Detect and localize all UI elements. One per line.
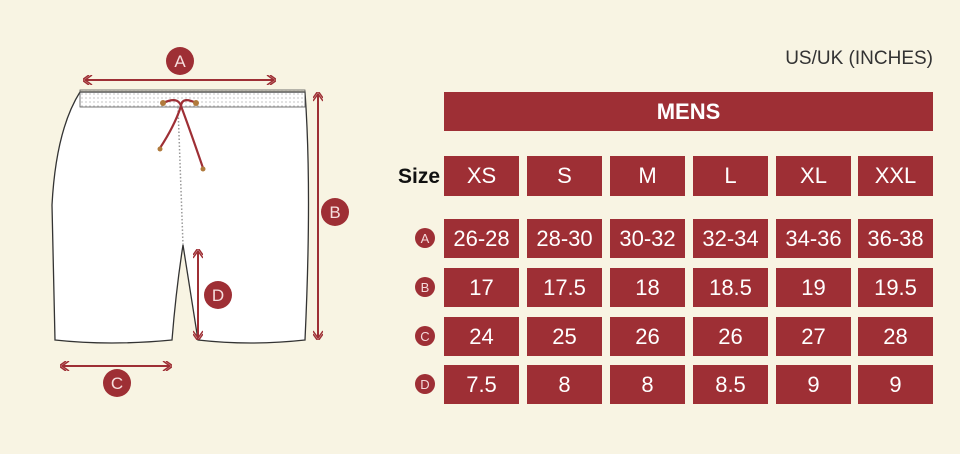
table-cell: 19.5 — [858, 268, 933, 307]
table-cell: 28-30 — [527, 219, 602, 258]
table-cell: 32-34 — [693, 219, 768, 258]
table-cell: 8.5 — [693, 365, 768, 404]
size-header-m: M — [610, 156, 685, 196]
table-cell: 30-32 — [610, 219, 685, 258]
table-cell: 28 — [858, 317, 933, 356]
table-cell: 25 — [527, 317, 602, 356]
label-c-badge — [103, 369, 131, 397]
table-cell: 27 — [776, 317, 851, 356]
size-header-s: S — [527, 156, 602, 196]
label-b-badge — [321, 198, 349, 226]
table-cell: 36-38 — [858, 219, 933, 258]
table-cell: 8 — [527, 365, 602, 404]
table-cell: 24 — [444, 317, 519, 356]
table-cell: 34-36 — [776, 219, 851, 258]
label-d-badge — [204, 281, 232, 309]
label-a: A — [174, 52, 186, 71]
label-b: B — [329, 203, 340, 222]
units-label: US/UK (INCHES) — [785, 48, 933, 69]
size-header-xxl: XXL — [858, 156, 933, 196]
table-cell: 19 — [776, 268, 851, 307]
table-cell: 18.5 — [693, 268, 768, 307]
table-cell: 8 — [610, 365, 685, 404]
shorts-illustration — [51, 89, 310, 344]
table-cell: 17.5 — [527, 268, 602, 307]
size-label: Size — [398, 165, 441, 188]
table-cell: 26 — [693, 317, 768, 356]
size-header-xl: XL — [776, 156, 851, 196]
table-cell: 18 — [610, 268, 685, 307]
table-cell: 7.5 — [444, 365, 519, 404]
table-cell: 17 — [444, 268, 519, 307]
table-cell: 9 — [776, 365, 851, 404]
label-c: C — [111, 374, 123, 393]
size-header-l: L — [693, 156, 768, 196]
table-cell: 26 — [610, 317, 685, 356]
section-title: MENS — [444, 92, 933, 131]
label-d: D — [212, 286, 224, 305]
row-label-d: D — [415, 374, 435, 394]
label-a-badge — [166, 47, 194, 75]
row-label-b: B — [415, 277, 435, 297]
row-label-a: A — [415, 228, 435, 248]
size-header-xs: XS — [444, 156, 519, 196]
row-label-c: C — [415, 326, 435, 346]
table-cell: 9 — [858, 365, 933, 404]
table-cell: 26-28 — [444, 219, 519, 258]
